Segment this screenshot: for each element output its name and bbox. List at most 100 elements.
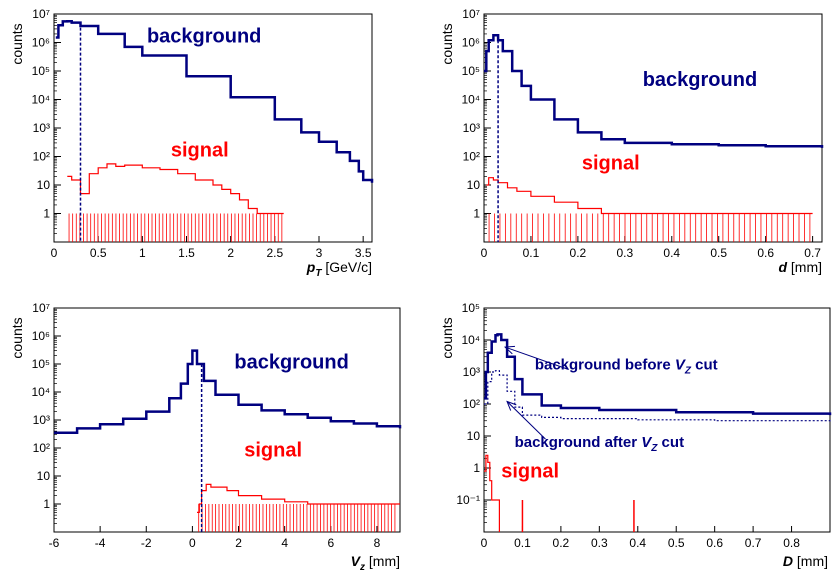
x-tick-label: 8 xyxy=(374,536,381,550)
x-axis-title: Vz [mm] xyxy=(351,553,400,572)
x-var-sub: T xyxy=(315,268,322,279)
x-axis-title: d [mm] xyxy=(778,259,822,275)
x-var: p xyxy=(306,259,316,275)
x-tick-label: 2 xyxy=(227,246,234,260)
y-tick-label: 10² xyxy=(33,150,50,164)
annotation-arrow xyxy=(504,346,569,370)
signal-series-line xyxy=(197,483,400,513)
x-unit: [mm] xyxy=(797,553,828,569)
x-var: D xyxy=(783,553,793,569)
x-var-sub: z xyxy=(359,562,365,572)
x-tick-label: 0 xyxy=(481,536,488,550)
x-tick-label: 4 xyxy=(281,536,288,550)
y-tick-label: 10⁴ xyxy=(31,385,50,399)
y-axis-title: counts xyxy=(9,317,25,358)
background-annotation: background xyxy=(234,351,348,373)
y-tick-label: 10³ xyxy=(463,365,480,379)
panel-d: counts d [mm] 0 0.1 0.2 0.3 0.4 0.5 0.6 0.7 1 10 1… xyxy=(439,7,824,275)
y-tick-label: 1 xyxy=(43,207,50,221)
signal-annotation: signal xyxy=(582,152,640,174)
plot-frame xyxy=(483,13,823,243)
x-tick-label: 0.4 xyxy=(629,536,646,550)
x-tick-label: 0 xyxy=(51,246,58,260)
x-tick-label: 0.6 xyxy=(706,536,723,550)
y-tick-label: 10⁴ xyxy=(31,93,50,107)
x-axis-title: pT [GeV/c] xyxy=(306,259,372,279)
y-tick-label: 1 xyxy=(43,497,50,511)
background-annotation: background xyxy=(147,26,261,48)
x-tick-label: 0.6 xyxy=(757,246,774,260)
y-tick-label: 10⁻¹ xyxy=(456,493,480,507)
plot-frame xyxy=(483,307,831,533)
x-tick-label: 0.3 xyxy=(616,246,633,260)
y-tick-label: 10⁵ xyxy=(32,64,50,78)
y-tick-label: 1 xyxy=(473,461,480,475)
y-axis-title: counts xyxy=(9,23,25,64)
y-tick-label: 10² xyxy=(463,150,480,164)
x-tick-label: 1.5 xyxy=(178,246,195,260)
x-tick-label: 0.5 xyxy=(668,536,685,550)
x-var: V xyxy=(351,553,362,569)
y-tick-label: 10² xyxy=(33,441,50,455)
y-tick-label: 10⁶ xyxy=(32,36,50,50)
y-tick-label: 10⁷ xyxy=(32,301,50,315)
x-tick-label: 2 xyxy=(235,536,242,550)
x-tick-label: 0.3 xyxy=(591,536,608,550)
y-axis-title: counts xyxy=(439,317,455,358)
background-after-series-line xyxy=(484,370,831,422)
y-tick-label: 10⁶ xyxy=(32,329,50,343)
signal-annotation: signal xyxy=(171,140,229,162)
x-var: d xyxy=(778,259,787,275)
x-unit: [mm] xyxy=(791,259,822,275)
signal-annotation: signal xyxy=(244,439,302,461)
signal-series-line xyxy=(484,454,500,532)
x-tick-label: 3 xyxy=(316,246,323,260)
panel-pt: counts pT [GeV/c] 0 0.5 1 1.5 2 2.5 3 3.5 1 10 10²… xyxy=(9,7,374,279)
annotation-arrowhead xyxy=(506,400,517,411)
y-axis-title: counts xyxy=(439,23,455,64)
y-tick-label: 10 xyxy=(37,178,51,192)
annotation-arrow xyxy=(506,401,546,440)
x-tick-label: 0 xyxy=(481,246,488,260)
y-tick-label: 10⁵ xyxy=(462,64,480,78)
x-tick-label: 0.1 xyxy=(523,246,540,260)
x-tick-label: 1 xyxy=(139,246,146,260)
x-tick-label: 0.5 xyxy=(710,246,727,260)
y-tick-label: 10⁷ xyxy=(462,7,480,21)
x-tick-label: 0 xyxy=(189,536,196,550)
x-unit: [GeV/c] xyxy=(325,259,372,275)
y-tick-label: 10⁵ xyxy=(32,357,50,371)
x-tick-label: 6 xyxy=(327,536,334,550)
background-annotation: background xyxy=(643,69,757,91)
y-tick-label: 10⁷ xyxy=(32,7,50,21)
y-tick-label: 10 xyxy=(37,469,51,483)
y-tick-label: 10² xyxy=(463,397,480,411)
plot-frame xyxy=(53,307,401,533)
x-tick-label: -4 xyxy=(95,536,106,550)
background-series-line xyxy=(484,33,824,148)
plot-frame xyxy=(53,13,373,243)
x-axis-title: D [mm] xyxy=(783,553,828,569)
background-annotation: background after VZ cut xyxy=(515,434,684,454)
panel-vz: counts Vz [mm] -6 -4 -2 0 2 4 6 8 1 10 10² 10³ 10⁴ 10… xyxy=(9,301,402,572)
y-tick-label: 10 xyxy=(467,429,481,443)
panel-D: counts D [mm] 0 0.1 0.2 0.3 0.4 0.5 0.6 0.7 0.8 1… xyxy=(439,301,832,569)
background-annotation: background before VZ cut xyxy=(535,356,718,376)
x-tick-label: 0.2 xyxy=(570,246,587,260)
y-tick-label: 10⁴ xyxy=(461,93,480,107)
x-unit: [mm] xyxy=(369,553,400,569)
y-tick-label: 10⁶ xyxy=(462,36,480,50)
y-tick-label: 1 xyxy=(473,207,480,221)
x-tick-label: 3.5 xyxy=(355,246,372,260)
annotation-arrowhead xyxy=(503,345,516,355)
signal-series-line xyxy=(67,163,284,215)
x-tick-label: 0.4 xyxy=(663,246,680,260)
background-series-line xyxy=(54,349,402,435)
x-tick-label: 0.1 xyxy=(514,536,531,550)
background-series-line xyxy=(484,333,832,416)
y-tick-label: 10³ xyxy=(33,413,50,427)
y-tick-label: 10⁴ xyxy=(461,333,480,347)
y-tick-label: 10 xyxy=(467,178,481,192)
x-tick-label: 2.5 xyxy=(266,246,283,260)
